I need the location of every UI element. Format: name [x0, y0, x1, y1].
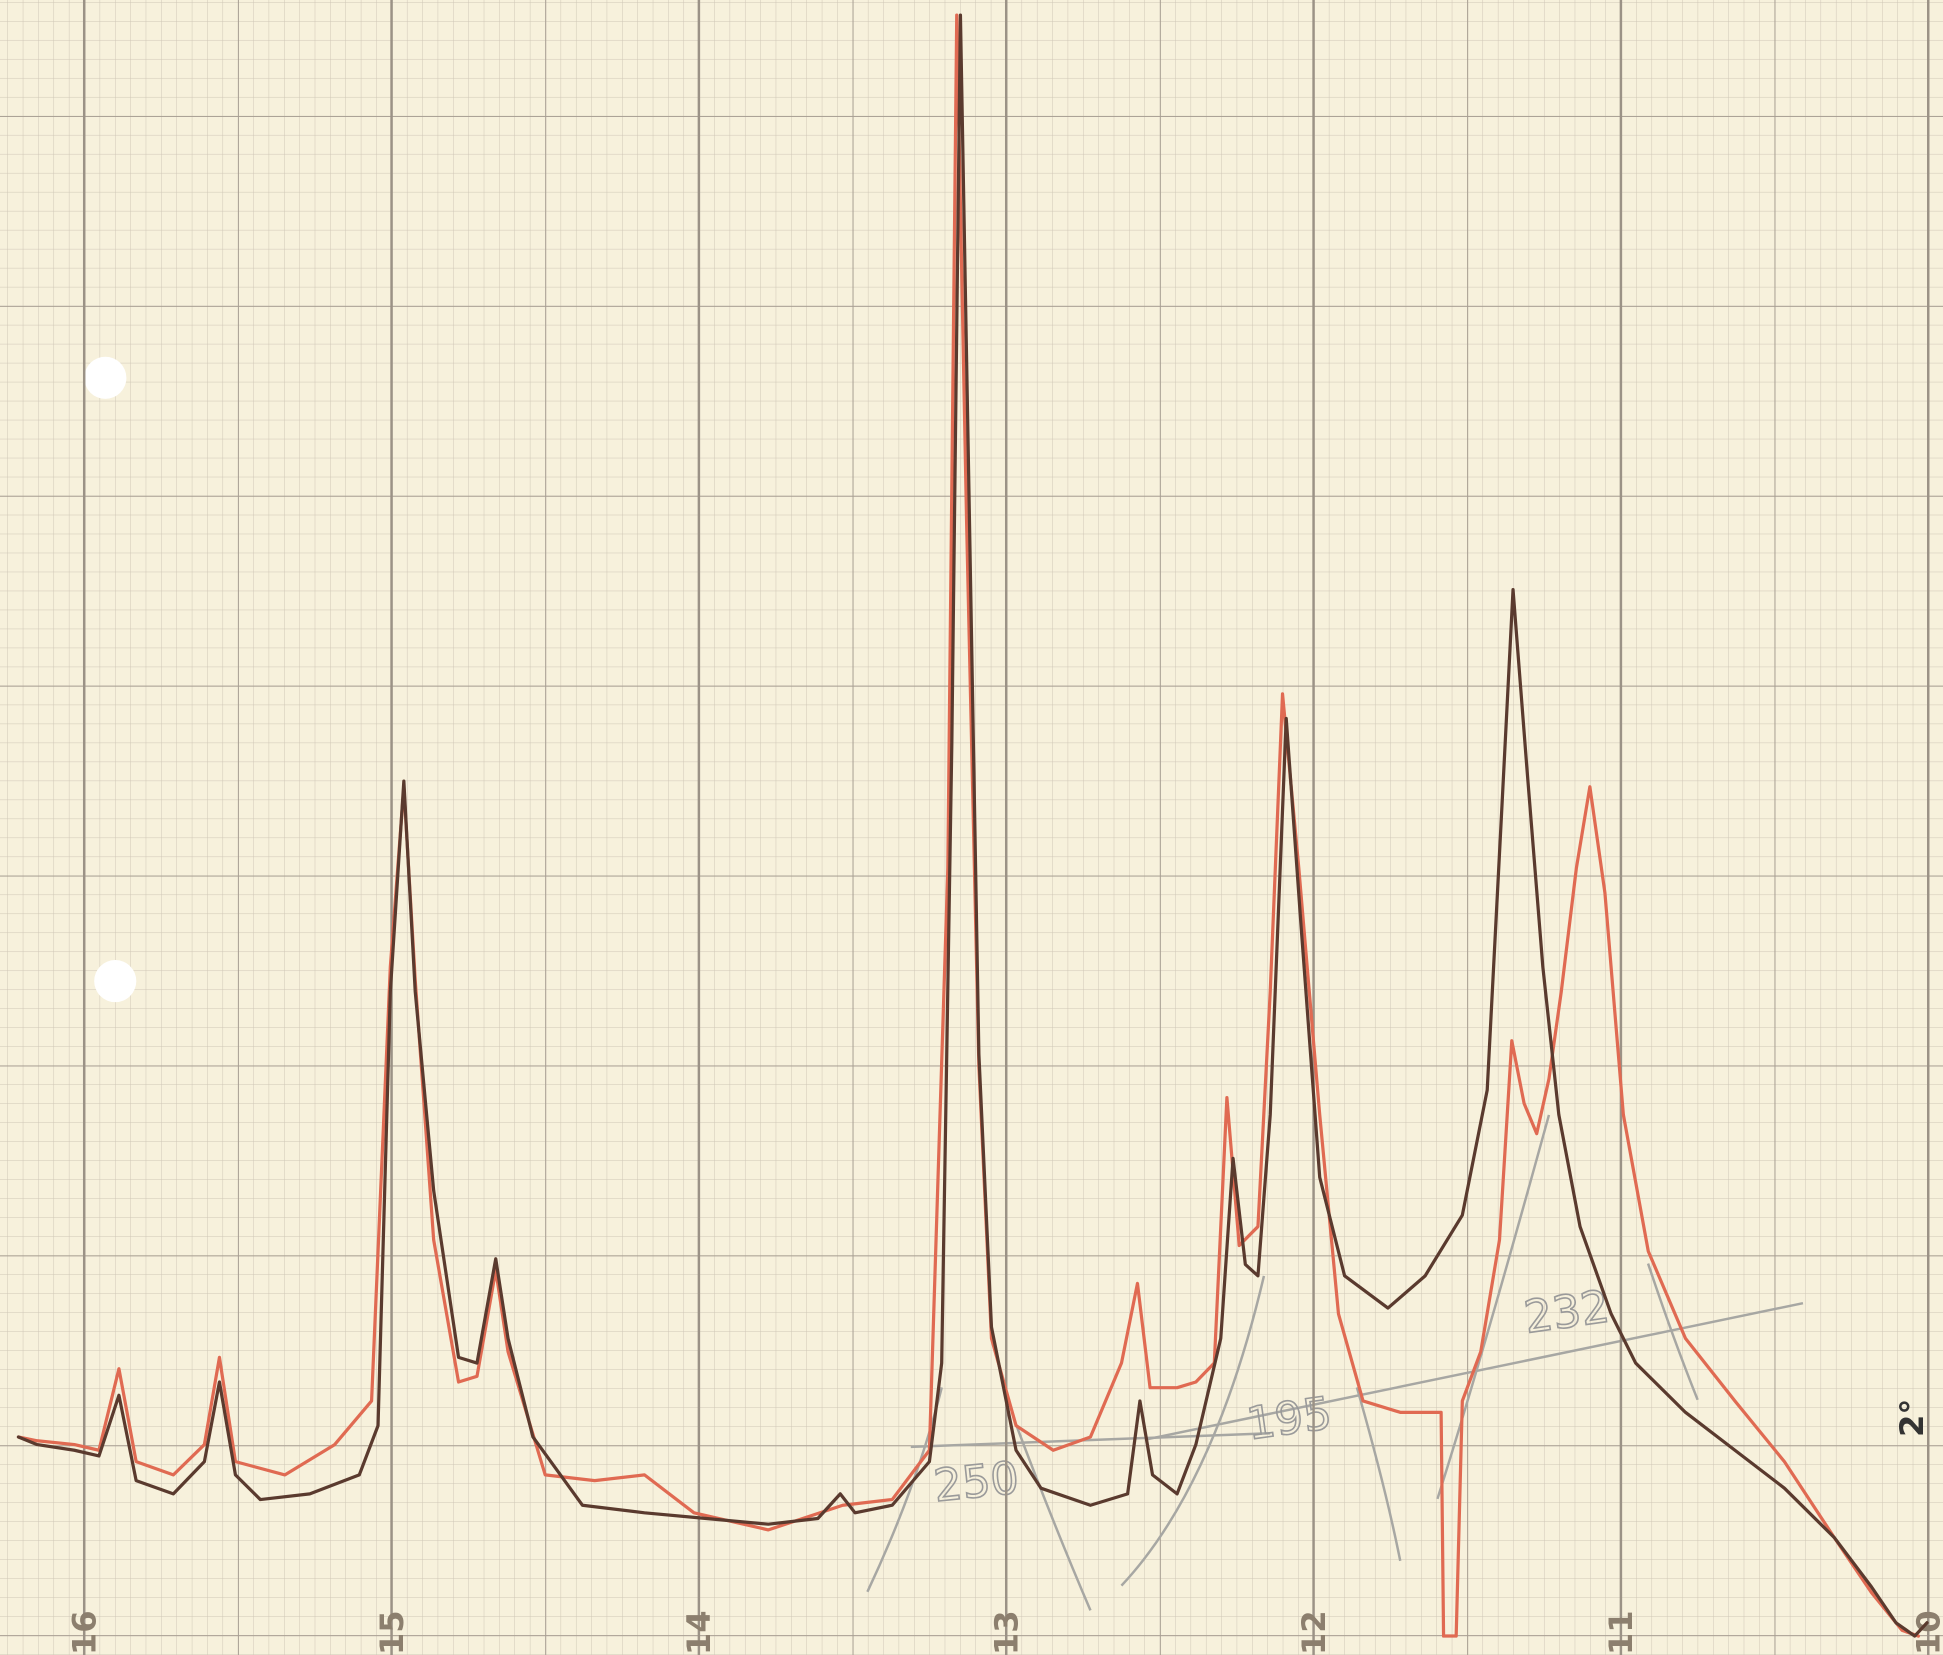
peak-fit — [1646, 1263, 1699, 1401]
peak-fit — [1014, 1424, 1092, 1611]
x-tick-label: 13 — [988, 1610, 1026, 1655]
punch-hole — [94, 960, 137, 1003]
x-tick-label: 14 — [680, 1610, 718, 1655]
x-tick-label: 15 — [373, 1610, 411, 1655]
annotation: 250 — [931, 1452, 1021, 1513]
x-tick-label: 10 — [1910, 1610, 1943, 1655]
annotation: 195 — [1243, 1387, 1335, 1450]
annotation: 232 — [1521, 1280, 1613, 1343]
baseline — [910, 1432, 1271, 1449]
x-tick-label: 11 — [1602, 1610, 1640, 1655]
peak-fit — [1355, 1387, 1402, 1562]
annotation: 2° — [1893, 1398, 1931, 1437]
punch-hole — [84, 356, 127, 399]
pencil-construction — [866, 1114, 1804, 1611]
line-series — [16, 13, 1929, 1638]
x-tick-label: 12 — [1295, 1610, 1333, 1655]
peak-fit — [1436, 1114, 1551, 1500]
peak-fit — [1120, 1275, 1266, 1587]
x-tick-label: 16 — [65, 1610, 103, 1655]
